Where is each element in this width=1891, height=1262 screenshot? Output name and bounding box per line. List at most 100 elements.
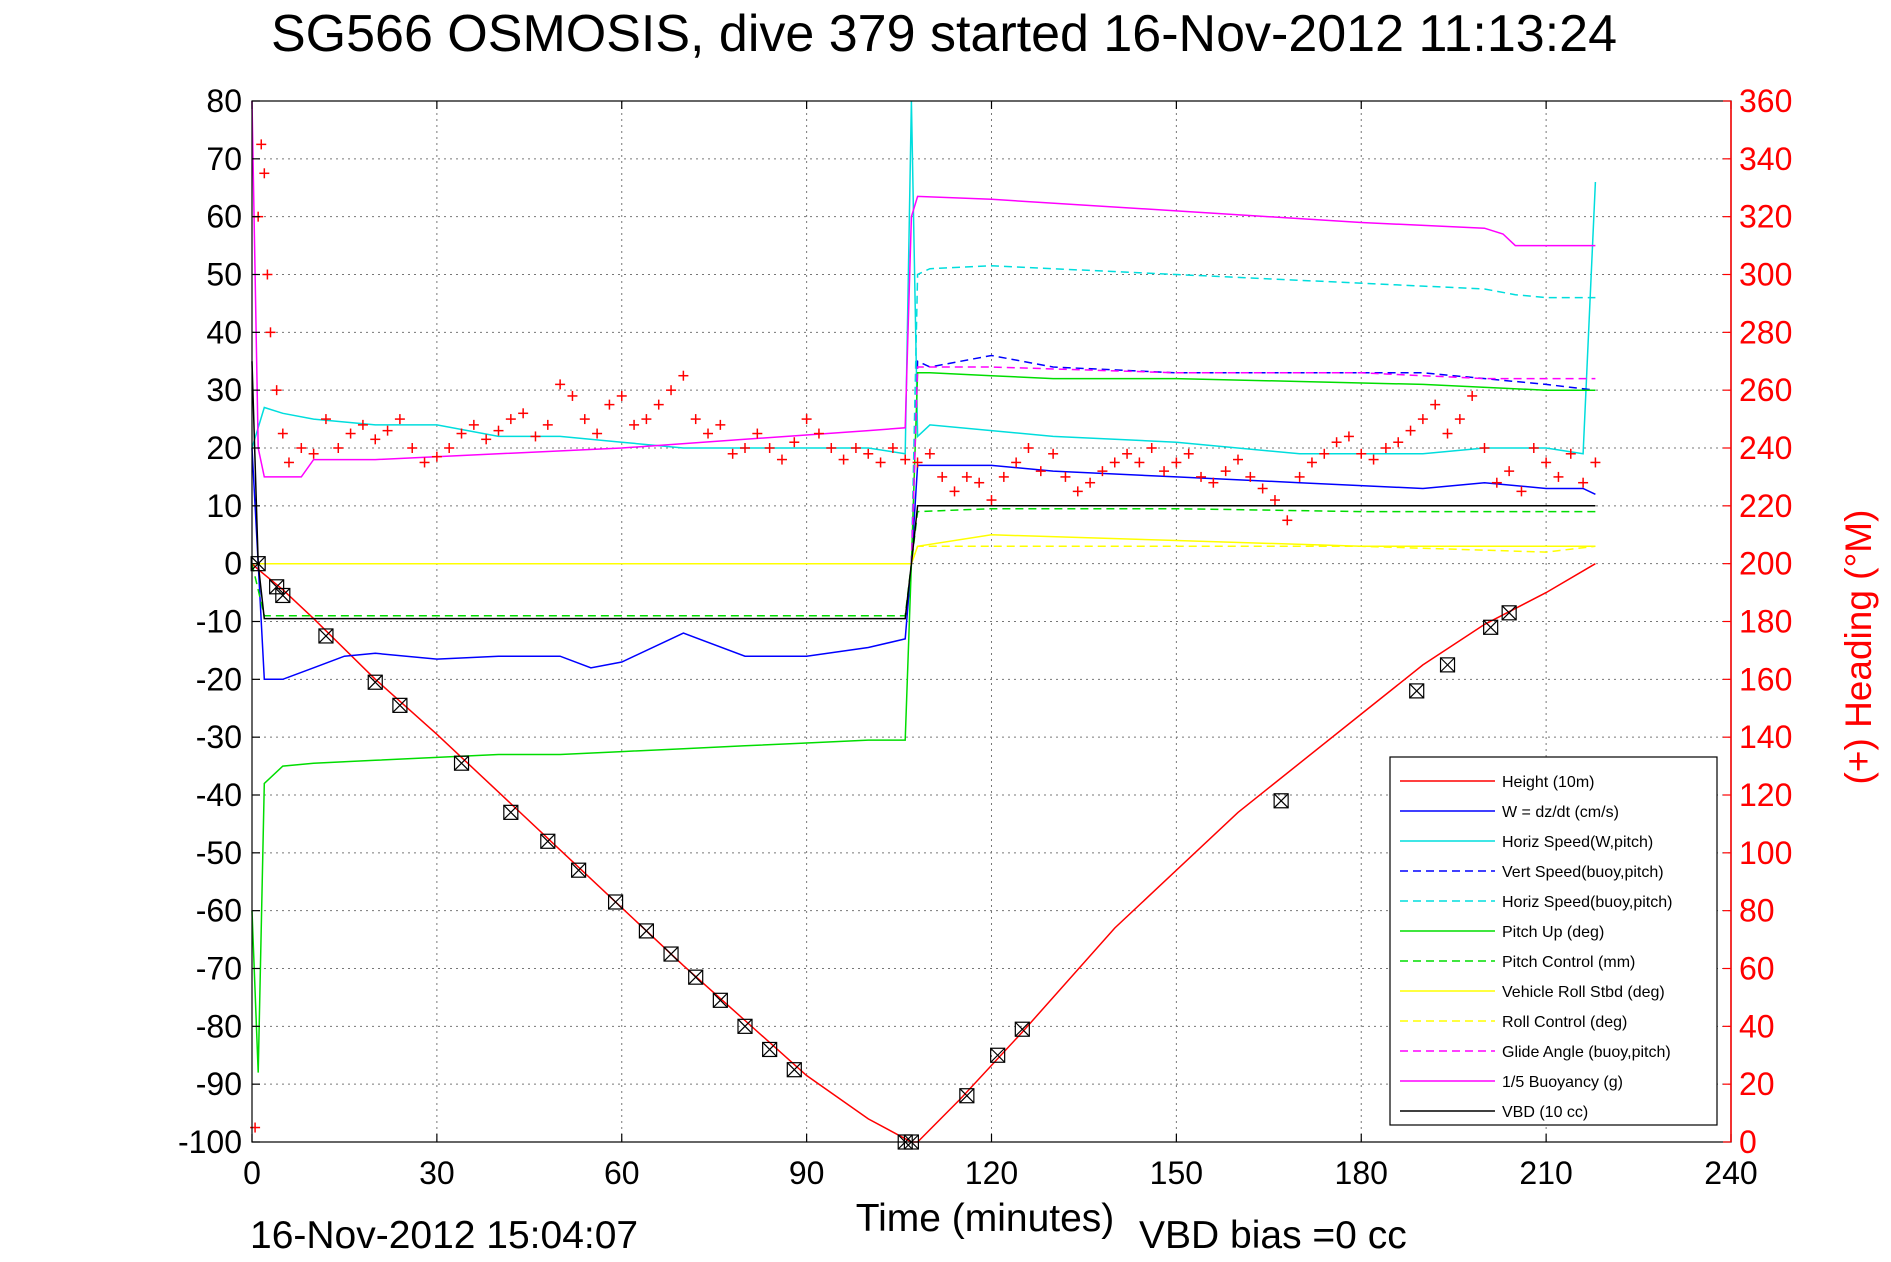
legend-label: Vehicle Roll Stbd (deg)	[1502, 984, 1665, 1001]
legend-label: Height (10m)	[1502, 774, 1594, 791]
heading-point	[752, 428, 763, 439]
y-right-tick-label: 100	[1739, 835, 1792, 871]
heading-point	[1097, 466, 1108, 477]
depth-marker	[1439, 657, 1456, 673]
y-right-tick-label: 0	[1739, 1124, 1757, 1160]
heading-point	[1035, 466, 1046, 477]
legend-label: Pitch Control (mm)	[1502, 954, 1635, 971]
heading-point	[1282, 515, 1293, 526]
depth-marker	[762, 1041, 778, 1058]
y-left-tick-label: 20	[206, 430, 242, 466]
heading-point	[1134, 457, 1145, 468]
heading-point	[1109, 457, 1120, 468]
series-line	[910, 354, 1596, 564]
heading-point	[986, 495, 997, 506]
y-left-tick-label: 50	[206, 257, 242, 293]
series-line	[910, 366, 1596, 564]
series-line	[251, 447, 1596, 681]
heading-point	[1504, 466, 1515, 477]
heading-point	[431, 451, 442, 462]
heading-point	[1541, 457, 1552, 468]
heading-point	[1405, 425, 1416, 436]
heading-point	[1380, 443, 1391, 453]
heading-point	[727, 448, 738, 459]
y-right-tick-label: 80	[1739, 893, 1775, 929]
heading-point	[333, 443, 344, 453]
y-left-tick-label: -90	[196, 1066, 242, 1102]
heading-point	[974, 477, 985, 488]
heading-point	[505, 414, 516, 425]
y-left-tick-label: -60	[196, 893, 242, 929]
heading-point	[1343, 431, 1354, 442]
heading-point	[1516, 486, 1527, 497]
heading-point	[653, 399, 664, 410]
heading-point	[1565, 448, 1576, 459]
y-right-tick-label: 340	[1739, 141, 1792, 177]
heading-point	[924, 448, 935, 459]
heading-point	[481, 434, 492, 445]
y-left-tick-label: -80	[196, 1008, 242, 1044]
heading-point	[1233, 454, 1243, 465]
x-tick-label: 240	[1704, 1155, 1757, 1191]
legend: Height (10m) W = dz/dt (cm/s) Horiz Speed(…	[1389, 756, 1718, 1126]
legend-label: Horiz Speed(W,pitch)	[1502, 834, 1653, 851]
vbd-bias-text: VBD bias =0 cc	[1139, 1214, 1407, 1257]
depth-marker	[392, 697, 408, 713]
heading-point	[382, 425, 393, 436]
marker-layer	[250, 139, 1601, 1150]
depth-marker	[275, 587, 291, 604]
heading-point	[1183, 448, 1194, 459]
heading-point	[789, 437, 800, 448]
heading-point	[813, 428, 824, 439]
bottom-left-timestamp: 16-Nov-2012 15:04:07	[250, 1214, 638, 1257]
chart-title: SG566 OSMOSIS, dive 379 started 16-Nov-2…	[271, 5, 1617, 63]
heading-point	[604, 399, 615, 410]
y-right-tick-label: 160	[1739, 661, 1792, 697]
heading-point	[265, 327, 276, 338]
depth-marker	[453, 755, 470, 771]
series-layer	[251, 100, 1597, 1143]
heading-point	[1159, 466, 1170, 477]
y-right-tick-label: 200	[1739, 546, 1792, 582]
heading-point	[1467, 390, 1478, 401]
legend-label: VBD (10 cc)	[1502, 1104, 1588, 1121]
series-line	[252, 545, 1596, 565]
heading-point	[1578, 477, 1589, 488]
heading-point	[641, 414, 652, 425]
heading-point	[1011, 457, 1022, 468]
heading-point	[900, 454, 911, 465]
y-left-tick-label: 30	[206, 372, 242, 408]
heading-point	[937, 471, 948, 482]
y-right-tick-label: 60	[1739, 951, 1775, 987]
x-tick-label: 180	[1335, 1155, 1388, 1191]
heading-point	[493, 425, 504, 436]
heading-point	[320, 414, 331, 425]
depth-marker	[737, 1018, 753, 1034]
heading-point	[370, 434, 381, 445]
heading-point	[1331, 437, 1342, 448]
heading-point	[1491, 477, 1502, 488]
heading-point	[1442, 428, 1453, 439]
heading-point	[592, 428, 603, 439]
heading-point	[296, 443, 307, 453]
heading-point	[567, 390, 578, 401]
depth-marker	[540, 833, 556, 849]
y-right-tick-label: 240	[1739, 430, 1792, 466]
heading-point	[468, 419, 479, 430]
depth-marker	[269, 579, 285, 595]
heading-point	[444, 443, 455, 453]
heading-point	[1430, 399, 1441, 410]
heading-point	[715, 419, 726, 430]
depth-marker	[1483, 619, 1499, 635]
heading-point	[1072, 486, 1083, 497]
heading-point	[419, 457, 430, 468]
heading-point	[277, 428, 288, 439]
heading-point	[394, 414, 405, 425]
heading-point	[1294, 471, 1305, 482]
heading-point	[764, 443, 775, 453]
series-line	[251, 372, 1596, 1073]
legend-label: Horiz Speed(buoy,pitch)	[1502, 894, 1672, 911]
series-line	[251, 100, 1597, 455]
heading-point	[1257, 483, 1268, 494]
